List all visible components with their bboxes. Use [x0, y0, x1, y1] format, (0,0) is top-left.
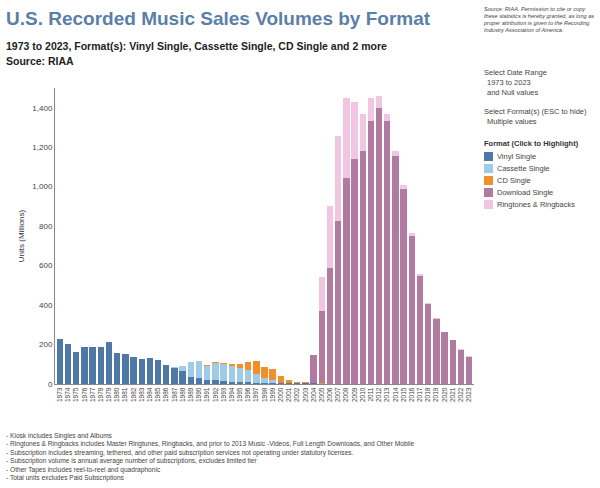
html-text:Select Format(s) (ESC to hide): Select Format(s) (ESC to hide) [484, 107, 587, 117]
svg-text:1982: 1982 [130, 387, 137, 402]
svg-text:2002: 2002 [293, 387, 300, 402]
svg-text:2000: 2000 [277, 387, 284, 402]
html-text:- Ringtones & Ringbacks includ: - Ringtones & Ringbacks includes Master … [6, 440, 415, 448]
html-text:Source: RIAA: Source: RIAA [6, 55, 74, 67]
svg-text:1986: 1986 [162, 387, 169, 402]
svg-text:2011: 2011 [367, 387, 374, 401]
svg-text:200: 200 [39, 340, 53, 349]
html-text:- Subscription volume is annua: - Subscription volume is annual average … [6, 457, 257, 465]
svg-text:1981: 1981 [121, 387, 128, 402]
html-text:1973 to 2023, Format(s): Vinyl: 1973 to 2023, Format(s): Vinyl Single, C… [6, 40, 387, 52]
svg-text:2020: 2020 [441, 387, 448, 402]
svg-text:2005: 2005 [318, 387, 325, 402]
svg-text:2009: 2009 [351, 387, 358, 402]
svg-text:2017: 2017 [416, 387, 423, 402]
svg-text:1988: 1988 [179, 387, 186, 402]
svg-text:1987: 1987 [171, 387, 178, 402]
html-text:- Subscription includes stream: - Subscription includes streaming, tethe… [6, 448, 354, 456]
html-text:- Other Tapes includes reel-to: - Other Tapes includes reel-to-reel and … [6, 465, 161, 473]
svg-text:1990: 1990 [195, 387, 202, 402]
svg-text:2021: 2021 [449, 387, 456, 402]
svg-text:600: 600 [39, 261, 53, 270]
svg-text:1,400: 1,400 [32, 104, 53, 113]
html-text:Download Single: Download Single [497, 187, 554, 197]
html-text:and Null values: and Null values [487, 87, 539, 97]
svg-text:2003: 2003 [302, 387, 309, 402]
svg-text:Units (Millions): Units (Millions) [17, 209, 26, 262]
svg-text:1998: 1998 [261, 387, 268, 402]
svg-text:2004: 2004 [310, 387, 317, 402]
svg-text:1994: 1994 [228, 387, 235, 402]
svg-text:1993: 1993 [220, 387, 227, 402]
svg-text:1997: 1997 [252, 387, 259, 402]
html-text:CD Single: CD Single [497, 175, 531, 185]
svg-text:2012: 2012 [375, 387, 382, 402]
html-text:Select Date Range: Select Date Range [484, 68, 547, 77]
svg-text:2013: 2013 [383, 387, 390, 402]
svg-text:2018: 2018 [424, 387, 431, 402]
svg-text:2006: 2006 [326, 387, 333, 402]
svg-text:0: 0 [48, 380, 53, 389]
html-text:Source: RIAA. Permission to ci: Source: RIAA. Permission to cite or copy… [484, 6, 595, 33]
svg-text:2007: 2007 [334, 387, 341, 402]
svg-text:2016: 2016 [408, 387, 415, 402]
svg-text:1976: 1976 [81, 387, 88, 402]
svg-text:2015: 2015 [400, 387, 407, 402]
svg-text:1978: 1978 [97, 387, 104, 402]
html-text:U.S. Recorded Music Sales Volu: U.S. Recorded Music Sales Volumes by For… [6, 8, 431, 29]
html-text:Multiple values: Multiple values [487, 117, 537, 126]
svg-text:1980: 1980 [113, 387, 120, 402]
svg-text:1995: 1995 [236, 387, 243, 402]
svg-text:1985: 1985 [154, 387, 161, 402]
svg-text:1984: 1984 [146, 387, 153, 402]
svg-text:1,000: 1,000 [32, 182, 53, 191]
html-text:Format (Click to Highlight): Format (Click to Highlight) [484, 138, 579, 148]
svg-text:800: 800 [39, 222, 53, 231]
svg-text:1991: 1991 [203, 387, 210, 402]
svg-text:400: 400 [39, 301, 53, 310]
svg-text:2010: 2010 [359, 387, 366, 402]
html-text:Cassette Single: Cassette Single [497, 163, 550, 173]
svg-text:1977: 1977 [89, 387, 96, 402]
html-text:Ringtones & Ringbacks: Ringtones & Ringbacks [497, 199, 575, 209]
svg-text:2022: 2022 [457, 387, 464, 402]
svg-text:2001: 2001 [285, 387, 292, 402]
svg-text:1992: 1992 [212, 387, 219, 402]
svg-text:2023: 2023 [465, 387, 472, 402]
html-text:1973 to 2023: 1973 to 2023 [487, 77, 531, 87]
svg-text:1,200: 1,200 [32, 143, 53, 152]
svg-text:2014: 2014 [392, 387, 399, 402]
svg-text:1975: 1975 [72, 387, 79, 402]
svg-text:1999: 1999 [269, 387, 276, 402]
html-text:- Kiosk includes Singles and A: - Kiosk includes Singles and Albums [6, 432, 112, 439]
svg-text:1973: 1973 [56, 387, 63, 402]
html-text:Vinyl Single: Vinyl Single [497, 151, 537, 161]
svg-text:2008: 2008 [342, 387, 349, 402]
html-text:- Total units excludes Paid Su: - Total units excludes Paid Subscription… [6, 474, 124, 482]
svg-text:1983: 1983 [138, 387, 145, 402]
svg-text:1979: 1979 [105, 387, 112, 402]
svg-text:1989: 1989 [187, 387, 194, 402]
svg-text:1996: 1996 [244, 387, 251, 402]
svg-text:1974: 1974 [64, 387, 71, 402]
svg-text:2019: 2019 [432, 387, 439, 402]
